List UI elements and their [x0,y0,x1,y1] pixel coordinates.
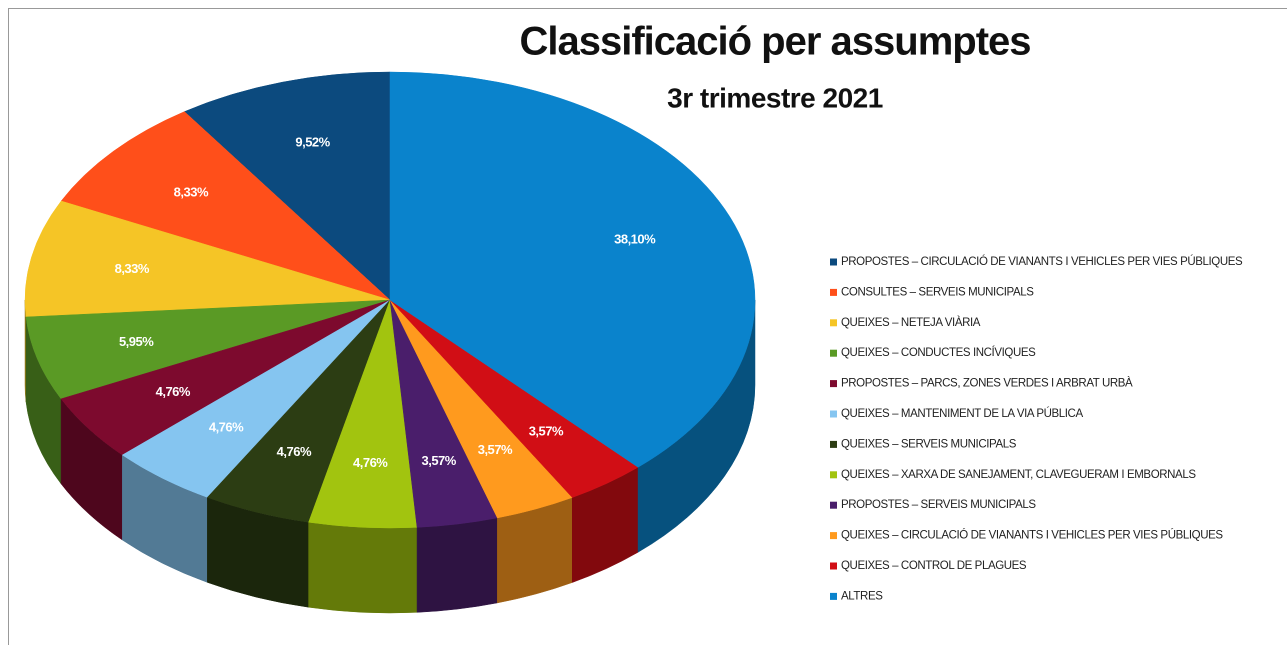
legend-swatch [830,593,837,600]
data-label: 38,10% [614,232,656,247]
legend-label: QUEIXES – MANTENIMENT DE LA VIA PÚBLICA [841,407,1083,420]
legend-swatch [830,411,837,418]
data-label: 8,33% [115,261,150,276]
data-label: 5,95% [119,334,154,349]
legend-label: CONSULTES – SERVEIS MUNICIPALS [841,286,1034,298]
legend-swatch [830,563,837,570]
data-label: 3,57% [529,424,564,439]
legend-label: QUEIXES – SERVEIS MUNICIPALS [841,438,1017,450]
data-label: 8,33% [174,184,209,199]
data-label: 3,57% [421,453,456,468]
legend-swatch [830,289,837,296]
legend-swatch [830,502,837,509]
data-label: 4,76% [277,444,312,459]
legend-label: ALTRES [841,590,883,602]
legend-swatch [830,350,837,357]
legend-label: QUEIXES – CONTROL DE PLAGUES [841,560,1027,572]
legend-swatch [830,259,837,266]
chart-subtitle: 3r trimestre 2021 [667,82,883,113]
slice-side [309,522,417,613]
legend-label: PROPOSTES – CIRCULACIÓ DE VIANANTS I VEH… [841,255,1243,268]
legend-swatch [830,441,837,448]
legend-label: QUEIXES – XARXA DE SANEJAMENT, CLAVEGUER… [841,469,1196,481]
data-label: 4,76% [209,420,244,435]
slice-side [417,518,497,612]
data-label: 4,76% [156,384,191,399]
data-label: 9,52% [295,135,330,150]
legend-label: PROPOSTES – SERVEIS MUNICIPALS [841,499,1036,511]
legend-swatch [830,532,837,539]
legend-label: QUEIXES – CONDUCTES INCÍVIQUES [841,346,1036,359]
legend-label: PROPOSTES – PARCS, ZONES VERDES I ARBRAT… [841,377,1133,390]
chart-title: Classificació per assumptes [519,20,1030,64]
legend-swatch [830,319,837,326]
data-label: 4,76% [353,455,388,470]
legend-swatch [830,380,837,387]
data-label: 3,57% [478,442,513,457]
legend-swatch [830,471,837,478]
legend-label: QUEIXES – CIRCULACIÓ DE VIANANTS I VEHIC… [841,529,1223,542]
legend-label: QUEIXES – NETEJA VIÀRIA [841,316,981,329]
